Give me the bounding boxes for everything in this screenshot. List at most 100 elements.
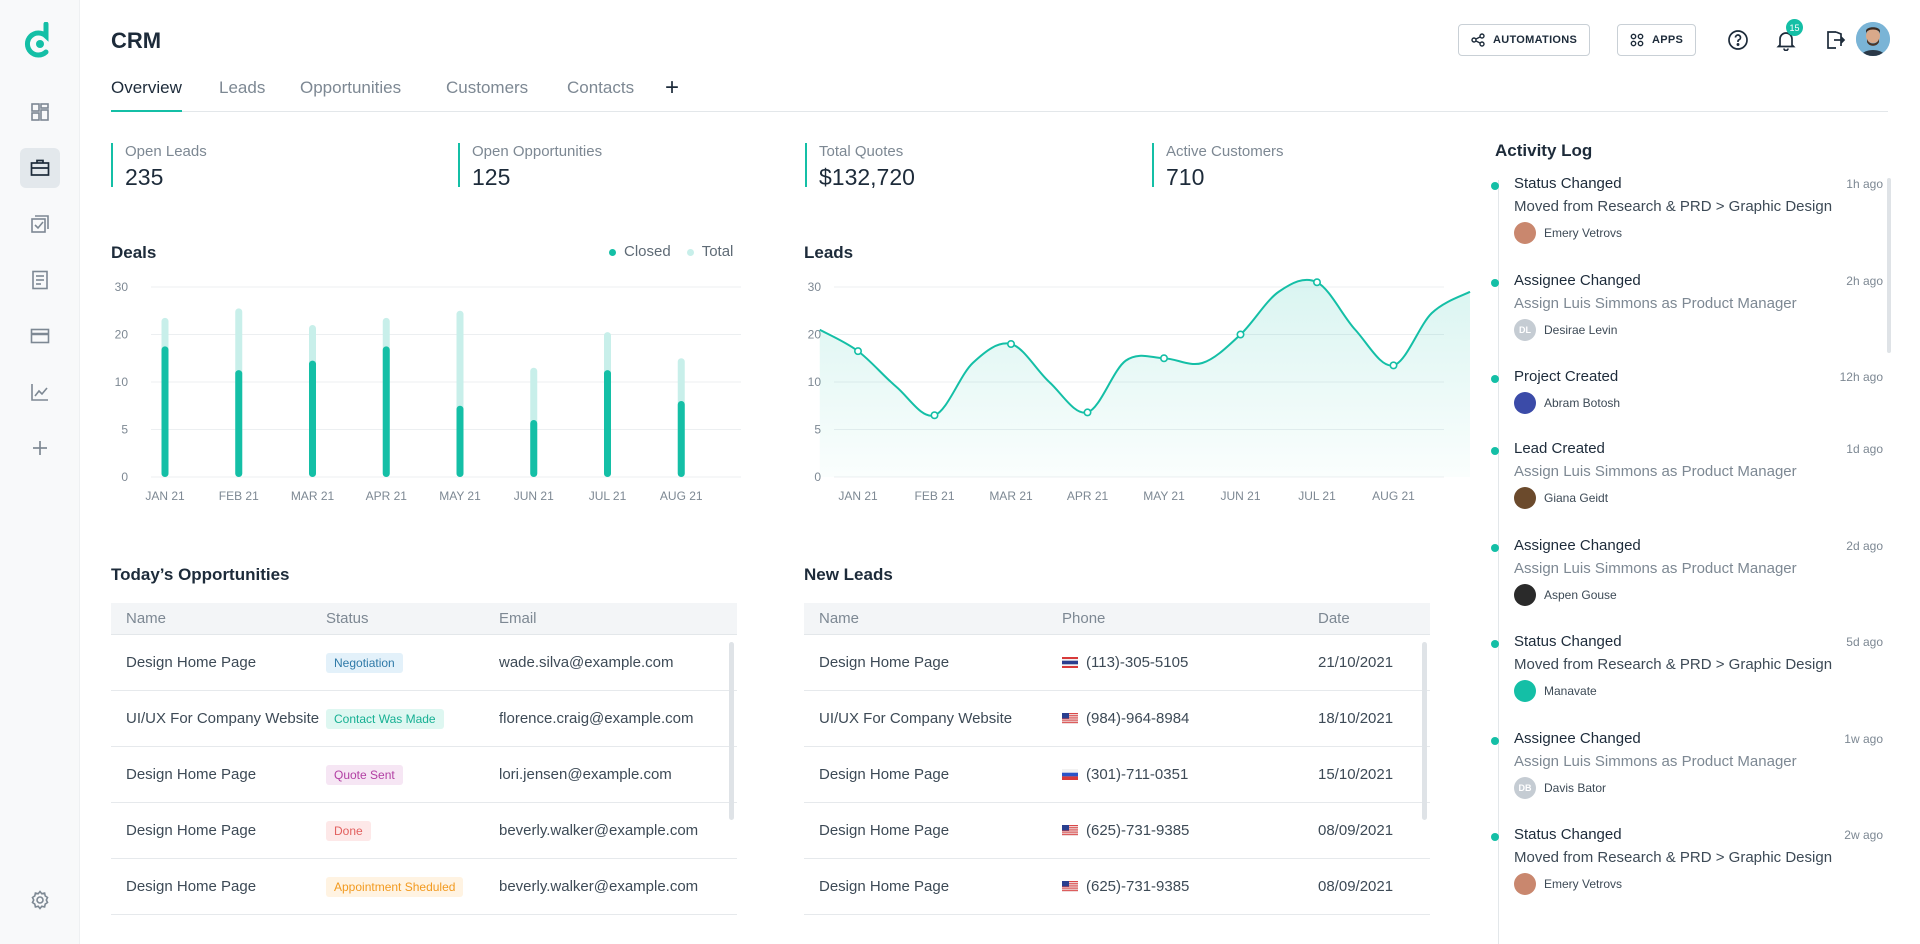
avatar bbox=[1514, 222, 1536, 244]
column-header-name[interactable]: Name bbox=[819, 610, 860, 627]
activity-description: Moved from Research & PRD > Graphic Desi… bbox=[1514, 656, 1833, 673]
activity-title: Status Changed bbox=[1514, 826, 1622, 843]
status-badge: Contact Was Made bbox=[326, 708, 444, 729]
new-leads-title: New Leads bbox=[804, 565, 893, 584]
briefcase-icon[interactable] bbox=[20, 148, 60, 188]
new-leads-scrollbar[interactable] bbox=[1422, 642, 1427, 820]
activity-time: 5d ago bbox=[1846, 635, 1883, 649]
settings-icon[interactable] bbox=[20, 880, 60, 920]
lead-phone: (625)-731-9385 bbox=[1086, 822, 1190, 839]
apps-button[interactable]: APPS bbox=[1617, 24, 1697, 56]
column-header-date[interactable]: Date bbox=[1318, 610, 1350, 627]
x-tick-label: APR 21 bbox=[1067, 489, 1109, 503]
x-tick-label: APR 21 bbox=[366, 489, 408, 503]
activity-user[interactable]: Emery Vetrovs bbox=[1514, 222, 1622, 244]
activity-scrollbar[interactable] bbox=[1887, 178, 1891, 353]
table-row[interactable]: Design Home Page (625)-731-9385 08/09/20… bbox=[804, 859, 1430, 915]
tasks-icon[interactable] bbox=[20, 204, 60, 244]
notification-bell-icon[interactable]: 15 bbox=[1773, 19, 1803, 53]
add-tab-icon[interactable]: + bbox=[665, 74, 680, 101]
data-point bbox=[1312, 278, 1321, 287]
table-row[interactable]: Design Home Page (113)-305-5105 21/10/20… bbox=[804, 635, 1430, 691]
activity-user-name: Desirae Levin bbox=[1544, 323, 1618, 337]
us-flag-icon bbox=[1062, 710, 1086, 727]
user-avatar[interactable] bbox=[1856, 22, 1890, 56]
y-tick-label: 0 bbox=[121, 470, 128, 484]
leads-area-chart: 0 5 10 20 30 JAN 21 FEB 21 MAR 21 APR 21 MAY 21 JU… bbox=[808, 278, 1471, 503]
y-tick-label: 10 bbox=[808, 375, 822, 389]
table-row[interactable]: Design Home Page Quote Sent lori.jensen@… bbox=[111, 747, 737, 803]
table-row[interactable]: Design Home Page (625)-731-9385 08/09/20… bbox=[804, 803, 1430, 859]
tab-overview[interactable]: Overview bbox=[111, 78, 182, 112]
activity-description: Moved from Research & PRD > Graphic Desi… bbox=[1514, 198, 1833, 215]
activity-description: Assign Luis Simmons as Product Manager bbox=[1514, 560, 1797, 577]
activity-log-title: Activity Log bbox=[1495, 141, 1593, 160]
x-tick-label: MAY 21 bbox=[1143, 489, 1185, 503]
stat-label: Active Customers bbox=[1166, 143, 1284, 160]
activity-title: Assignee Changed bbox=[1514, 537, 1641, 554]
lead-date: 08/09/2021 bbox=[1318, 822, 1394, 839]
timeline-dot bbox=[1491, 375, 1499, 383]
tab-customers[interactable]: Customers bbox=[446, 78, 529, 97]
activity-user[interactable]: Giana Geidt bbox=[1514, 487, 1608, 509]
opportunity-email: lori.jensen@example.com bbox=[499, 766, 672, 783]
activity-user[interactable]: DL Desirae Levin bbox=[1514, 319, 1617, 341]
timeline-dot bbox=[1491, 279, 1499, 287]
app-logo[interactable] bbox=[24, 22, 56, 58]
table-row[interactable]: UI/UX For Company Website Contact Was Ma… bbox=[111, 691, 737, 747]
column-header-phone[interactable]: Phone bbox=[1062, 610, 1106, 627]
tab-leads[interactable]: Leads bbox=[219, 78, 266, 97]
data-point bbox=[1389, 361, 1398, 370]
stat-active-customers: Active Customers 710 bbox=[1152, 143, 1284, 190]
leads-area-fill bbox=[819, 279, 1470, 477]
tab-contacts[interactable]: Contacts bbox=[567, 78, 635, 97]
opportunity-email: wade.silva@example.com bbox=[499, 654, 674, 671]
table-row[interactable]: Design Home Page Appointment Sheduled be… bbox=[111, 859, 737, 915]
opportunity-email: beverly.walker@example.com bbox=[499, 822, 699, 839]
column-header-status[interactable]: Status bbox=[326, 610, 369, 627]
help-icon[interactable] bbox=[1725, 27, 1751, 53]
lead-date: 15/10/2021 bbox=[1318, 766, 1394, 783]
credit-card-icon[interactable] bbox=[20, 316, 60, 356]
avatar bbox=[1514, 873, 1536, 895]
activity-title: Assignee Changed bbox=[1514, 272, 1641, 289]
activity-user[interactable]: Emery Vetrovs bbox=[1514, 873, 1622, 895]
activity-user[interactable]: DB Davis Bator bbox=[1514, 777, 1606, 799]
activity-user-name: Davis Bator bbox=[1544, 781, 1607, 795]
automations-button[interactable]: AUTOMATIONS bbox=[1458, 24, 1591, 56]
activity-user[interactable]: Abram Botosh bbox=[1514, 392, 1620, 414]
logout-icon[interactable] bbox=[1822, 27, 1848, 53]
legend-total[interactable]: Total bbox=[686, 243, 733, 260]
bar-closed bbox=[235, 370, 243, 477]
activity-time: 2w ago bbox=[1844, 828, 1883, 842]
stat-label: Total Quotes bbox=[819, 143, 904, 160]
tab-opportunities[interactable]: Opportunities bbox=[300, 78, 402, 97]
x-tick-label: AUG 21 bbox=[1372, 489, 1415, 503]
activity-user[interactable]: Aspen Gouse bbox=[1514, 584, 1617, 606]
table-row[interactable]: UI/UX For Company Website (984)-964-8984… bbox=[804, 691, 1430, 747]
analytics-icon[interactable] bbox=[20, 372, 60, 412]
stat-label: Open Opportunities bbox=[472, 143, 603, 160]
y-tick-label: 20 bbox=[808, 328, 822, 342]
avatar bbox=[1514, 487, 1536, 509]
column-header-name[interactable]: Name bbox=[126, 610, 167, 627]
avatar: DL bbox=[1514, 319, 1536, 341]
legend-closed[interactable]: Closed bbox=[609, 243, 671, 260]
document-icon[interactable] bbox=[20, 260, 60, 300]
column-header-email[interactable]: Email bbox=[499, 610, 537, 627]
table-row[interactable]: Design Home Page (301)-711-0351 15/10/20… bbox=[804, 747, 1430, 803]
add-icon[interactable] bbox=[20, 428, 60, 468]
y-tick-label: 5 bbox=[814, 423, 821, 437]
apps-label: APPS bbox=[1652, 34, 1684, 46]
stat-open-leads: Open Leads 235 bbox=[111, 143, 207, 190]
table-row[interactable]: Design Home Page Done beverly.walker@exa… bbox=[111, 803, 737, 859]
deals-legend: Closed Total bbox=[609, 243, 733, 260]
activity-title: Status Changed bbox=[1514, 175, 1622, 192]
activity-time: 2d ago bbox=[1846, 539, 1883, 553]
dashboard-icon[interactable] bbox=[20, 92, 60, 132]
bar-closed bbox=[382, 346, 390, 477]
opportunities-scrollbar[interactable] bbox=[729, 642, 734, 820]
russia-flag-icon bbox=[1062, 766, 1086, 783]
table-row[interactable]: Design Home Page Negotiation wade.silva@… bbox=[111, 635, 737, 691]
activity-user[interactable]: Manavate bbox=[1514, 680, 1597, 702]
